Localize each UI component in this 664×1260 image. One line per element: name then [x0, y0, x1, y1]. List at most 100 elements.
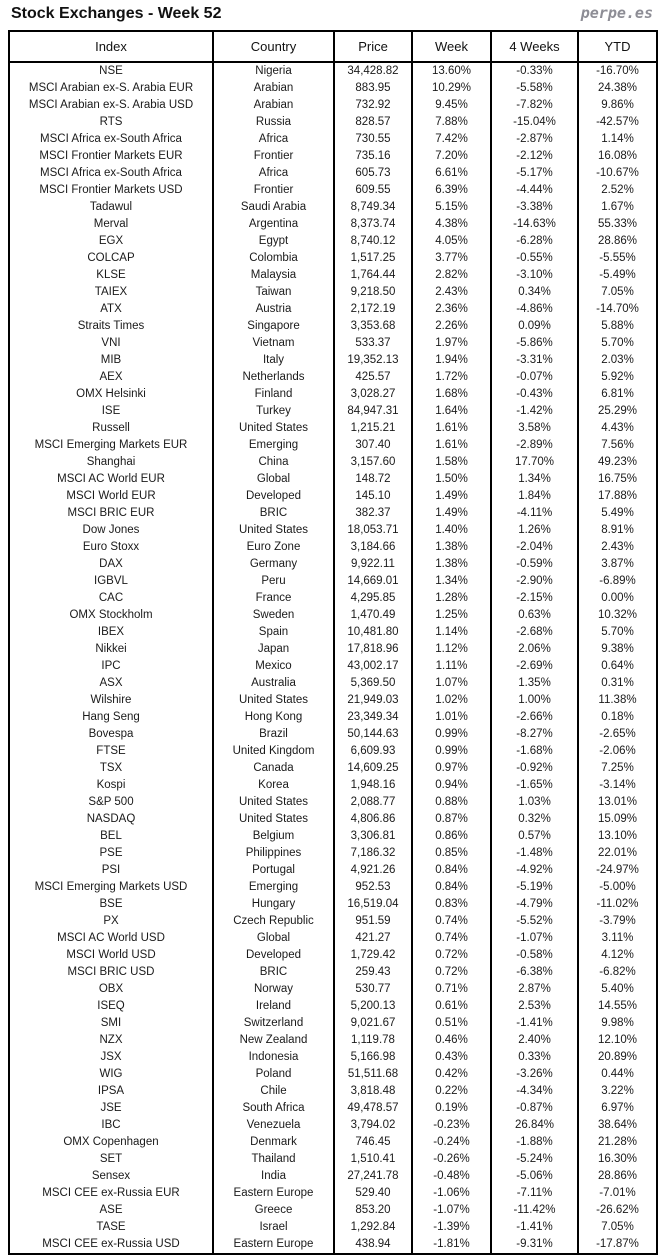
- 4weeks-cell: -4.34%: [490, 1083, 579, 1100]
- index-cell: OMX Stockholm: [8, 607, 214, 624]
- 4weeks-cell: 0.63%: [490, 607, 579, 624]
- country-cell: Taiwan: [212, 284, 335, 301]
- week-cell: 1.49%: [411, 505, 492, 522]
- price-cell: 145.10: [333, 488, 413, 505]
- table-body: NSE Nigeria 34,428.82 13.60% -0.33% -16.70% MS…: [8, 62, 658, 1254]
- index-cell: DAX: [8, 556, 214, 573]
- ytd-cell: 7.56%: [577, 437, 658, 454]
- 4weeks-cell: 1.26%: [490, 522, 579, 539]
- brand-link[interactable]: perpe.es: [580, 4, 653, 22]
- table-row: SMI Switzerland 9,021.67 0.51% -1.41% 9.98%: [8, 1015, 658, 1032]
- price-cell: 5,369.50: [333, 675, 413, 692]
- country-cell: United States: [212, 420, 335, 437]
- table-row: Straits Times Singapore 3,353.68 2.26% 0.09%…: [8, 318, 658, 335]
- ytd-cell: -5.00%: [577, 879, 658, 896]
- 4weeks-cell: -5.52%: [490, 913, 579, 930]
- price-cell: 14,609.25: [333, 760, 413, 777]
- index-cell: Straits Times: [8, 318, 214, 335]
- 4weeks-cell: -1.41%: [490, 1015, 579, 1032]
- index-cell: Nikkei: [8, 641, 214, 658]
- price-cell: 4,806.86: [333, 811, 413, 828]
- price-cell: 4,295.85: [333, 590, 413, 607]
- price-cell: 3,184.66: [333, 539, 413, 556]
- country-cell: Austria: [212, 301, 335, 318]
- ytd-cell: 0.44%: [577, 1066, 658, 1083]
- table-row: Kospi Korea 1,948.16 0.94% -1.65% -3.14%: [8, 777, 658, 794]
- 4weeks-cell: -2.15%: [490, 590, 579, 607]
- price-cell: 9,218.50: [333, 284, 413, 301]
- table-row: BEL Belgium 3,306.81 0.86% 0.57% 13.10%: [8, 828, 658, 845]
- price-cell: 6,609.93: [333, 743, 413, 760]
- table-row: S&P 500 United States 2,088.77 0.88% 1.03% 13…: [8, 794, 658, 811]
- 4weeks-cell: -2.12%: [490, 148, 579, 165]
- table-row: Merval Argentina 8,373.74 4.38% -14.63% 55.33…: [8, 216, 658, 233]
- price-cell: 8,740.12: [333, 233, 413, 250]
- country-cell: Spain: [212, 624, 335, 641]
- table-row: RTS Russia 828.57 7.88% -15.04% -42.57%: [8, 114, 658, 131]
- ytd-cell: 20.89%: [577, 1049, 658, 1066]
- index-cell: OBX: [8, 981, 214, 998]
- 4weeks-cell: -4.44%: [490, 182, 579, 199]
- index-cell: RTS: [8, 114, 214, 131]
- table-row: ISE Turkey 84,947.31 1.64% -1.42% 25.29%: [8, 403, 658, 420]
- table-row: Shanghai China 3,157.60 1.58% 17.70% 49.23%: [8, 454, 658, 471]
- country-cell: Vietnam: [212, 335, 335, 352]
- column-header-ytd: YTD: [577, 30, 658, 63]
- price-cell: 3,306.81: [333, 828, 413, 845]
- ytd-cell: 4.12%: [577, 947, 658, 964]
- ytd-cell: 8.91%: [577, 522, 658, 539]
- 4weeks-cell: 1.03%: [490, 794, 579, 811]
- week-cell: -1.07%: [411, 1202, 492, 1219]
- week-cell: 0.72%: [411, 947, 492, 964]
- week-cell: 1.12%: [411, 641, 492, 658]
- price-cell: 259.43: [333, 964, 413, 981]
- price-cell: 14,669.01: [333, 573, 413, 590]
- index-cell: NASDAQ: [8, 811, 214, 828]
- index-cell: ISE: [8, 403, 214, 420]
- price-cell: 2,088.77: [333, 794, 413, 811]
- country-cell: Indonesia: [212, 1049, 335, 1066]
- 4weeks-cell: -4.79%: [490, 896, 579, 913]
- country-cell: BRIC: [212, 505, 335, 522]
- week-cell: 0.74%: [411, 930, 492, 947]
- week-cell: 0.88%: [411, 794, 492, 811]
- index-cell: NZX: [8, 1032, 214, 1049]
- country-cell: Portugal: [212, 862, 335, 879]
- table-row: KLSE Malaysia 1,764.44 2.82% -3.10% -5.49%: [8, 267, 658, 284]
- country-cell: Africa: [212, 165, 335, 182]
- price-cell: 883.95: [333, 80, 413, 97]
- 4weeks-cell: -5.86%: [490, 335, 579, 352]
- country-cell: Arabian: [212, 97, 335, 114]
- country-cell: Argentina: [212, 216, 335, 233]
- index-cell: MSCI Emerging Markets USD: [8, 879, 214, 896]
- index-cell: S&P 500: [8, 794, 214, 811]
- country-cell: Global: [212, 930, 335, 947]
- table-row: COLCAP Colombia 1,517.25 3.77% -0.55% -5.55%: [8, 250, 658, 267]
- index-cell: Sensex: [8, 1168, 214, 1185]
- table-row: Hang Seng Hong Kong 23,349.34 1.01% -2.66% 0.…: [8, 709, 658, 726]
- week-cell: 1.01%: [411, 709, 492, 726]
- table-row: FTSE United Kingdom 6,609.93 0.99% -1.68% -2.…: [8, 743, 658, 760]
- ytd-cell: 4.43%: [577, 420, 658, 437]
- index-cell: MSCI CEE ex-Russia USD: [8, 1236, 214, 1254]
- country-cell: Developed: [212, 488, 335, 505]
- index-cell: MSCI Africa ex-South Africa: [8, 131, 214, 148]
- price-cell: 49,478.57: [333, 1100, 413, 1117]
- price-cell: 9,021.67: [333, 1015, 413, 1032]
- week-cell: 0.94%: [411, 777, 492, 794]
- country-cell: Frontier: [212, 148, 335, 165]
- ytd-cell: -5.55%: [577, 250, 658, 267]
- ytd-cell: 28.86%: [577, 233, 658, 250]
- country-cell: Netherlands: [212, 369, 335, 386]
- week-cell: 2.36%: [411, 301, 492, 318]
- 4weeks-cell: -1.41%: [490, 1219, 579, 1236]
- table-row: MSCI AC World USD Global 421.27 0.74% -1.07%…: [8, 930, 658, 947]
- table-row: IGBVL Peru 14,669.01 1.34% -2.90% -6.89%: [8, 573, 658, 590]
- price-cell: 19,352.13: [333, 352, 413, 369]
- ytd-cell: 7.05%: [577, 1219, 658, 1236]
- price-cell: 18,053.71: [333, 522, 413, 539]
- week-cell: 0.74%: [411, 913, 492, 930]
- ytd-cell: 55.33%: [577, 216, 658, 233]
- index-cell: ASX: [8, 675, 214, 692]
- table-row: DAX Germany 9,922.11 1.38% -0.59% 3.87%: [8, 556, 658, 573]
